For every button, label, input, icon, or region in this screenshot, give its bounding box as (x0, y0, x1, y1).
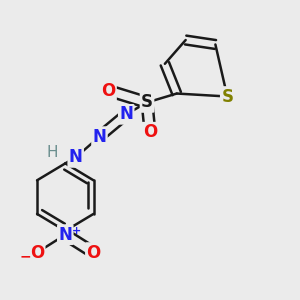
Text: H: H (46, 146, 58, 160)
Text: H: H (46, 146, 58, 160)
Text: −: − (20, 249, 32, 263)
Text: N: N (119, 105, 133, 123)
Text: S: S (141, 93, 153, 111)
Text: O: O (30, 244, 44, 262)
Text: O: O (101, 82, 116, 100)
Text: N: N (58, 226, 72, 244)
Text: O: O (143, 123, 157, 141)
Text: N: N (69, 148, 82, 166)
Text: S: S (221, 88, 233, 106)
Text: N: N (92, 128, 106, 146)
Text: +: + (72, 226, 81, 236)
Text: O: O (86, 244, 101, 262)
